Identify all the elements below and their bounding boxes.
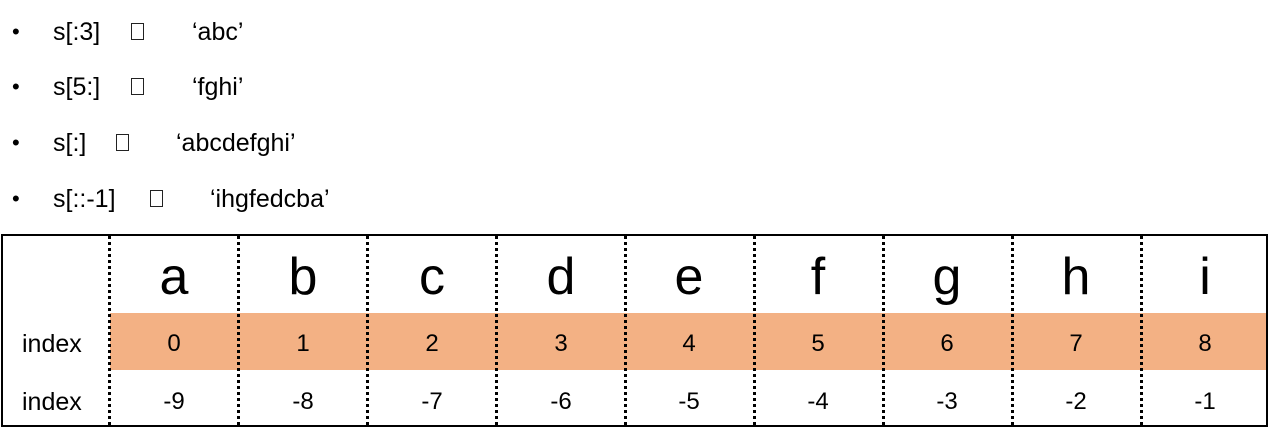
string-character: b: [288, 248, 318, 306]
negative-index-value: -4: [807, 388, 829, 415]
column-divider: [1140, 236, 1143, 425]
string-index-table: [1, 234, 1268, 427]
slice-result: ‘abcdefghi’: [176, 129, 296, 157]
positive-index-value: 6: [940, 330, 954, 357]
negative-index-value: -6: [550, 388, 572, 415]
positive-index-value: 8: [1198, 330, 1212, 357]
column-divider: [495, 236, 498, 425]
negative-index-value: -2: [1065, 388, 1087, 415]
positive-index-value: 5: [811, 330, 825, 357]
arrow-icon: [116, 134, 129, 151]
string-character: i: [1199, 248, 1211, 306]
bullet-marker: •: [12, 19, 20, 44]
bullet-marker: •: [12, 130, 20, 155]
negative-index-value: -9: [163, 388, 185, 415]
negative-index-value: -3: [936, 388, 958, 415]
bullet-item: • s[:3] ‘abc’: [0, 12, 700, 52]
bullet-marker: •: [12, 186, 20, 211]
bullet-item: • s[5:] ‘fghi’: [0, 67, 700, 107]
column-divider: [753, 236, 756, 425]
slice-expression: s[:]: [53, 129, 87, 157]
bullet-item: • s[::-1] ‘ihgfedcba’: [0, 179, 700, 219]
column-divider: [882, 236, 885, 425]
string-character: g: [932, 248, 962, 306]
column-divider: [108, 236, 111, 425]
column-divider: [624, 236, 627, 425]
column-divider: [237, 236, 240, 425]
column-divider: [1011, 236, 1014, 425]
positive-index-highlight: [110, 313, 1268, 370]
negative-index-value: -8: [292, 388, 314, 415]
positive-index-value: 4: [682, 330, 696, 357]
positive-index-value: 7: [1069, 330, 1083, 357]
string-character: d: [546, 248, 576, 306]
positive-index-value: 0: [167, 330, 181, 357]
slice-result: ‘fghi’: [192, 73, 244, 101]
slice-result: ‘abc’: [192, 18, 244, 46]
negative-index-label: index: [22, 388, 82, 416]
negative-index-value: -5: [678, 388, 700, 415]
positive-index-value: 3: [554, 330, 568, 357]
string-character: h: [1061, 248, 1091, 306]
slice-expression: s[5:]: [53, 73, 101, 101]
string-character: c: [419, 248, 445, 306]
slice-expression: s[:3]: [53, 18, 101, 46]
bullet-item: • s[:] ‘abcdefghi’: [0, 123, 700, 163]
negative-index-value: -1: [1194, 388, 1216, 415]
string-character: f: [810, 248, 826, 306]
bullet-marker: •: [12, 74, 20, 99]
positive-index-value: 2: [425, 330, 439, 357]
negative-index-value: -7: [421, 388, 443, 415]
arrow-icon: [131, 78, 144, 95]
arrow-icon: [150, 190, 163, 207]
string-character: e: [674, 248, 704, 306]
column-divider: [366, 236, 369, 425]
arrow-icon: [131, 23, 144, 40]
slice-result: ‘ihgfedcba’: [210, 185, 330, 213]
positive-index-label: index: [22, 330, 82, 358]
positive-index-value: 1: [296, 330, 310, 357]
string-character: a: [159, 248, 189, 306]
slice-expression: s[::-1]: [53, 185, 116, 213]
